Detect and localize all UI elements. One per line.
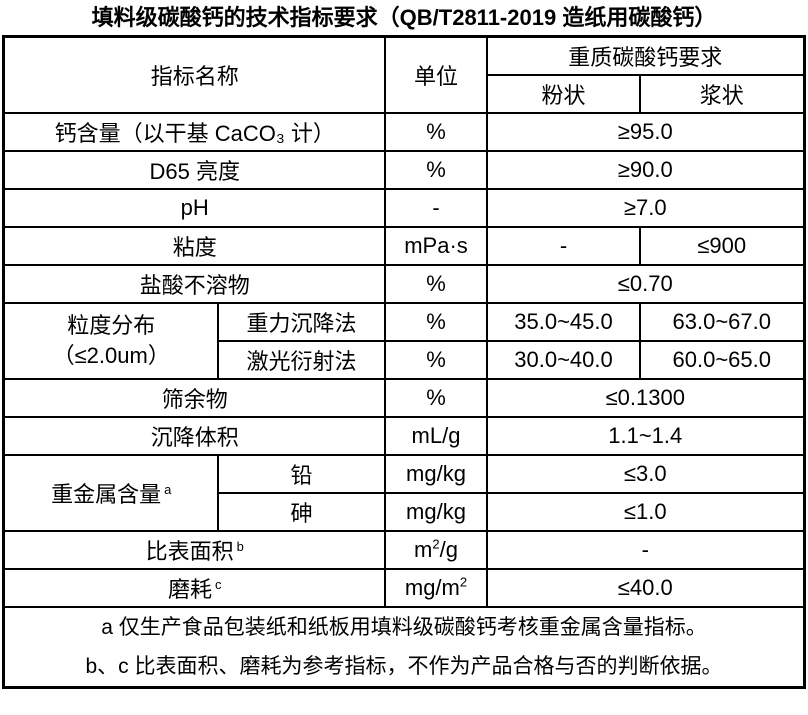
- element-cell: 铅: [216, 454, 387, 494]
- row-heavy-metal-arsenic: 砷 mg/kg ≤1.0: [4, 492, 806, 532]
- unit-cell: %: [384, 378, 488, 418]
- indicator-heavy-metals: 重金属含量 a: [2, 454, 219, 532]
- value-cell: 1.1~1.4: [485, 416, 806, 456]
- unit-cell: %: [384, 302, 488, 342]
- row-particle-size-gravity: 粒度分布 （≤2.0um） 重力沉降法 % 35.0~45.0 63.0~67.…: [2, 302, 806, 380]
- row-notes: a 仅生产食品包装纸和纸板用填料级碳酸钙考核重金属含量指标。 b、c 比表面积、…: [2, 606, 806, 689]
- row-sieve-residue: 筛余物 % ≤0.1300: [2, 378, 806, 418]
- value-cell: -: [485, 530, 806, 570]
- indicator-name: 粘度: [2, 226, 387, 266]
- value-cell: ≥7.0: [485, 188, 806, 228]
- footnote-marker-a: a: [164, 481, 172, 497]
- header-row-1: 指标名称 单位 重质碳酸钙要求: [2, 35, 806, 114]
- note-a: a 仅生产食品包装纸和纸板用填料级碳酸钙考核重金属含量指标。: [101, 616, 707, 639]
- unit-cell: %: [384, 112, 488, 152]
- header-requirement-group: 重质碳酸钙要求: [485, 35, 806, 76]
- slurry-value-cell: 60.0~65.0: [638, 340, 806, 380]
- unit-cell: %: [384, 340, 488, 380]
- indicator-name: 重金属含量: [51, 482, 162, 507]
- indicator-name: 沉降体积: [2, 416, 387, 456]
- unit-cell: mPa·s: [384, 226, 488, 266]
- indicator-name: pH: [2, 188, 387, 228]
- slurry-value-cell: ≤900: [638, 226, 806, 266]
- unit-cell: mg/kg: [384, 492, 488, 532]
- unit-cell: mg/kg: [384, 454, 488, 494]
- unit-cell: -: [384, 188, 488, 228]
- header-slurry: 浆状: [638, 74, 806, 114]
- indicator-name: 筛余物: [2, 378, 387, 418]
- powder-value-cell: 30.0~40.0: [486, 340, 641, 380]
- row-abrasion: 磨耗 c mg/m2 ≤40.0: [2, 568, 806, 608]
- row-viscosity: 粘度 mPa·s - ≤900: [2, 226, 806, 266]
- row-ph: pH - ≥7.0: [2, 188, 806, 228]
- row-heavy-metal-lead: 重金属含量 a 铅 mg/kg ≤3.0: [2, 454, 806, 532]
- value-cell: ≥95.0: [485, 112, 806, 152]
- unit-cell: mL/g: [384, 416, 488, 456]
- row-sediment-volume: 沉降体积 mL/g 1.1~1.4: [2, 416, 806, 456]
- element-cell: 砷: [216, 492, 387, 532]
- header-unit: 单位: [384, 35, 488, 114]
- powder-value-cell: -: [486, 226, 641, 266]
- unit-cell: mg/m2: [384, 568, 488, 608]
- unit-cell: %: [384, 264, 488, 304]
- indicator-name-line2: （≤2.0um）: [52, 343, 170, 368]
- row-particle-size-laser: 激光衍射法 % 30.0~40.0 60.0~65.0: [4, 340, 806, 380]
- value-cell: ≤0.70: [485, 264, 806, 304]
- value-cell: ≤0.1300: [485, 378, 806, 418]
- indicator-name: 盐酸不溶物: [2, 264, 387, 304]
- page-title: 填料级碳酸钙的技术指标要求（QB/T2811-2019 造纸用碳酸钙）: [91, 5, 717, 30]
- row-calcium-content: 钙含量（以干基 CaCO₃ 计） % ≥95.0: [2, 112, 806, 152]
- footnote-marker-c: c: [215, 576, 222, 592]
- indicator-name: D65 亮度: [2, 150, 387, 190]
- row-specific-surface-area: 比表面积 b m2/g -: [2, 530, 806, 570]
- value-cell: ≤40.0: [485, 568, 806, 608]
- indicator-particle-size: 粒度分布 （≤2.0um）: [2, 302, 219, 380]
- powder-value-cell: 35.0~45.0: [486, 302, 641, 342]
- header-row-2: 粉状 浆状: [4, 74, 806, 114]
- row-d65-brightness: D65 亮度 % ≥90.0: [2, 150, 806, 190]
- unit-cell: m2/g: [384, 530, 488, 570]
- value-cell: ≥90.0: [485, 150, 806, 190]
- slurry-value-cell: 63.0~67.0: [638, 302, 806, 342]
- method-cell: 重力沉降法: [216, 302, 387, 342]
- footnote-marker-b: b: [236, 538, 244, 554]
- indicator-name: 钙含量（以干基 CaCO₃ 计）: [2, 112, 387, 152]
- note-bc: b、c 比表面积、磨耗为参考指标，不作为产品合格与否的判断依据。: [85, 655, 723, 678]
- notes-cell: a 仅生产食品包装纸和纸板用填料级碳酸钙考核重金属含量指标。 b、c 比表面积、…: [2, 606, 806, 689]
- header-indicator-name: 指标名称: [2, 35, 387, 114]
- spec-table: 指标名称 单位 重质碳酸钙要求 粉状 浆状 钙含量（以干基 CaCO₃ 计） %…: [2, 35, 806, 689]
- value-cell: ≤3.0: [485, 454, 806, 494]
- indicator-name: 磨耗: [167, 577, 212, 602]
- indicator-name-wrap: 磨耗 c: [2, 568, 387, 608]
- unit-cell: %: [384, 150, 488, 190]
- method-cell: 激光衍射法: [216, 340, 387, 380]
- indicator-name-wrap: 比表面积 b: [2, 530, 387, 570]
- indicator-name-line1: 粒度分布: [67, 313, 156, 338]
- indicator-name: 比表面积: [145, 539, 234, 564]
- value-cell: ≤1.0: [485, 492, 806, 532]
- row-hcl-insoluble: 盐酸不溶物 % ≤0.70: [2, 264, 806, 304]
- header-powder: 粉状: [486, 74, 641, 114]
